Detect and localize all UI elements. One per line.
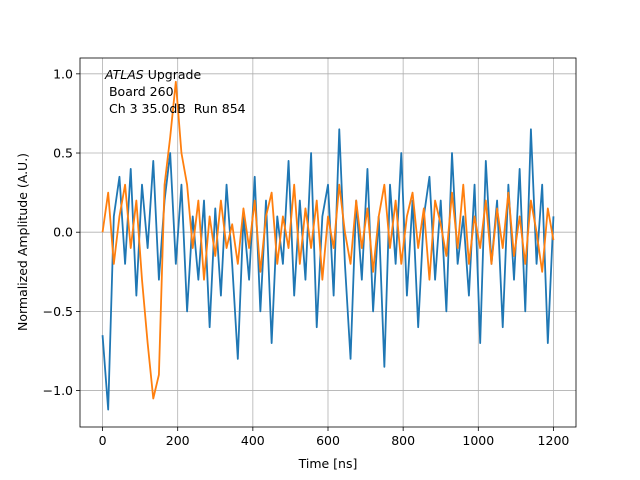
annotation-text: Ch 3 35.0dB Run 854 — [105, 101, 246, 116]
x-tick-label: 1200 — [538, 433, 570, 448]
y-tick-label: −1.0 — [43, 383, 73, 398]
x-axis-label: Time [ns] — [298, 456, 358, 471]
annotation-italic: ATLAS — [104, 67, 144, 82]
x-tick-label: 400 — [241, 433, 265, 448]
annotation: ATLAS Upgrade Board 260 Ch 3 35.0dB Run … — [104, 67, 246, 116]
annotation-line: Board 260 — [105, 84, 174, 99]
x-tick-label: 800 — [391, 433, 415, 448]
y-tick-label: 0.0 — [53, 225, 73, 240]
y-tick-label: −0.5 — [43, 304, 73, 319]
annotation-line: Ch 3 35.0dB Run 854 — [105, 101, 246, 116]
y-axis-label: Normalized Amplitude (A.U.) — [15, 153, 30, 331]
y-tick-label: 0.5 — [53, 146, 73, 161]
x-tick-label: 200 — [166, 433, 190, 448]
plot-area — [101, 80, 555, 411]
x-tick-label: 0 — [99, 433, 107, 448]
x-tick-label: 1000 — [462, 433, 494, 448]
annotation-line: ATLAS Upgrade — [104, 67, 201, 82]
annotation-text: Upgrade — [144, 67, 202, 82]
series-line — [101, 80, 555, 400]
annotation-text: Board 260 — [105, 84, 174, 99]
x-tick-label: 600 — [316, 433, 340, 448]
series-line — [101, 128, 555, 411]
y-tick-label: 1.0 — [53, 66, 73, 81]
